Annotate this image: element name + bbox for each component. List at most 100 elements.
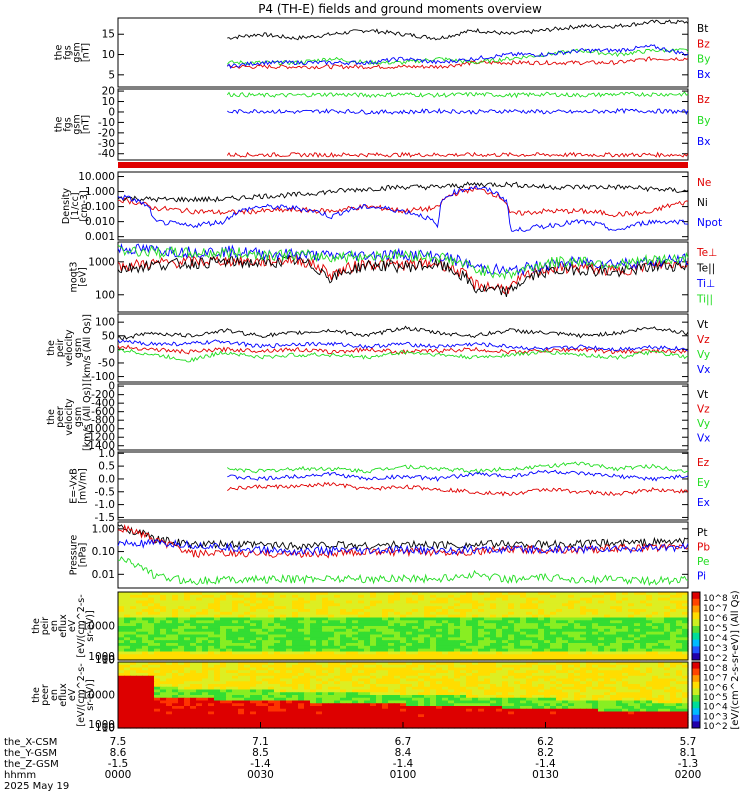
heatmap-cell — [466, 678, 473, 682]
heatmap-cell — [556, 645, 563, 650]
heatmap-cell — [628, 626, 635, 630]
heatmap-cell — [436, 684, 443, 688]
heatmap-cell — [598, 662, 605, 666]
heatmap-cell — [640, 722, 647, 726]
heatmap-cell — [598, 722, 605, 726]
heatmap-cell — [148, 645, 155, 650]
heatmap-cell — [610, 611, 617, 616]
heatmap-cell — [190, 706, 197, 710]
ytick-label-vel_peer: 0 — [108, 381, 115, 393]
heatmap-cell — [334, 700, 341, 704]
heatmap-cell — [412, 717, 419, 721]
heatmap-cell — [670, 689, 677, 693]
heatmap-cell — [262, 670, 269, 674]
heatmap-cell — [172, 597, 179, 602]
heatmap-cell — [262, 609, 269, 613]
heatmap-cell — [628, 594, 635, 599]
heatmap-cell — [190, 703, 197, 707]
heatmap-cell — [352, 667, 359, 671]
heatmap-cell — [370, 678, 377, 682]
heatmap-cell — [304, 597, 311, 602]
heatmap-cell — [226, 708, 233, 713]
heatmap-cell — [472, 678, 479, 682]
heatmap-cell — [628, 695, 635, 699]
heatmap-cell — [460, 725, 467, 729]
heatmap-cell — [220, 675, 227, 680]
heatmap-cell — [142, 603, 149, 607]
heatmap-cell — [304, 628, 311, 633]
heatmap-cell — [388, 675, 395, 680]
heatmap-cell — [412, 684, 419, 688]
heatmap-cell — [160, 634, 167, 638]
heatmap-cell — [274, 603, 281, 607]
heatmap-cell — [304, 686, 311, 691]
heatmap-cell — [370, 708, 377, 713]
heatmap-cell — [160, 678, 167, 682]
heatmap-cell — [388, 722, 395, 726]
heatmap-cell — [352, 611, 359, 616]
heatmap-cell — [418, 592, 425, 596]
heatmap-cell — [244, 675, 251, 680]
heatmap-cell — [598, 692, 605, 696]
heatmap-cell — [232, 681, 239, 685]
heatmap-cell — [340, 711, 347, 715]
heatmap-cell — [190, 597, 197, 602]
heatmap-cell — [670, 645, 677, 650]
heatmap-cell — [190, 689, 197, 693]
heatmap-cell — [394, 719, 401, 724]
series-vel_peir-Vz — [117, 344, 689, 355]
heatmap-cell — [640, 611, 647, 616]
heatmap-cell — [220, 592, 227, 596]
heatmap-cell — [154, 651, 161, 655]
heatmap-cell — [334, 631, 341, 636]
heatmap-cell — [562, 603, 569, 607]
heatmap-cell — [220, 606, 227, 610]
heatmap-cell — [328, 592, 335, 596]
heatmap-cell — [166, 667, 173, 671]
heatmap-cell — [190, 717, 197, 721]
heatmap-cell — [304, 637, 311, 641]
heatmap-cell — [292, 664, 299, 669]
heatmap-cell — [376, 626, 383, 630]
heatmap-cell — [136, 592, 143, 596]
heatmap-cell — [280, 637, 287, 641]
colorbar-label: 10^7 — [703, 674, 728, 684]
heatmap-cell — [622, 592, 629, 596]
heatmap-cell — [340, 606, 347, 610]
heatmap-cell — [520, 725, 527, 729]
ylabel-fgs_gse: [nT] — [81, 115, 92, 134]
ytick-label-fgs: 15 — [102, 29, 115, 41]
heatmap-cell — [418, 673, 425, 677]
heatmap-cell — [520, 654, 527, 658]
heatmap-cell — [406, 684, 413, 688]
heatmap-cell — [172, 631, 179, 636]
heatmap-cell — [610, 620, 617, 624]
heatmap-cell — [364, 614, 371, 619]
heatmap-cell — [526, 684, 533, 688]
heatmap-cell — [580, 609, 587, 613]
heatmap-cell — [484, 697, 491, 702]
heatmap-cell — [346, 686, 353, 691]
heatmap-cell — [514, 681, 521, 685]
heatmap-cell — [136, 634, 143, 638]
heatmap-cell — [478, 611, 485, 616]
heatmap-cell — [652, 678, 659, 682]
heatmap-cell — [190, 711, 197, 715]
heatmap-cell — [250, 703, 257, 707]
heatmap-cell — [418, 606, 425, 610]
heatmap-cell — [220, 681, 227, 685]
heatmap-cell — [424, 594, 431, 599]
heatmap-cell — [256, 667, 263, 671]
heatmap-cell — [346, 617, 353, 621]
heatmap-cell — [292, 623, 299, 627]
heatmap-cell — [268, 620, 275, 624]
heatmap-cell — [214, 651, 221, 655]
ytick-label-fgs_gse: -40 — [98, 148, 115, 160]
heatmap-cell — [406, 675, 413, 680]
heatmap-cell — [166, 594, 173, 599]
ylabel-pressure: Pressure — [69, 535, 80, 576]
heatmap-cell — [448, 670, 455, 674]
heatmap-cell — [202, 722, 209, 726]
heatmap-cell — [286, 594, 293, 599]
heatmap-cell — [172, 678, 179, 682]
